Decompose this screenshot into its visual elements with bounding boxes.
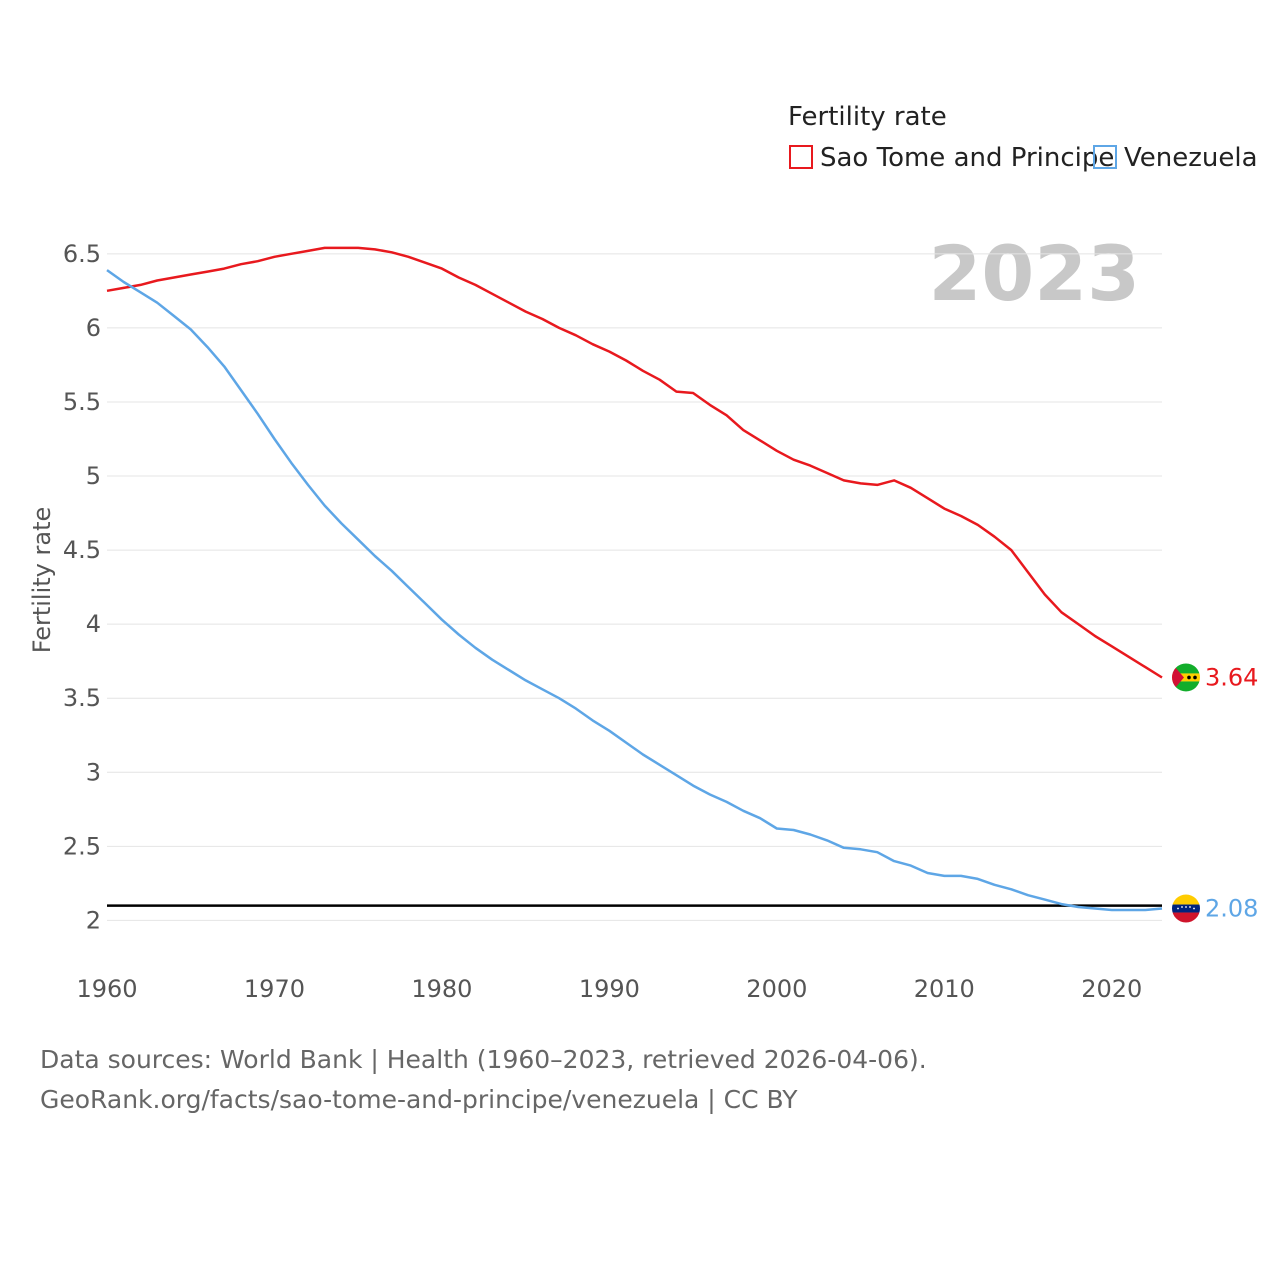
venezuela-flag-icon: [1172, 894, 1200, 923]
legend-label: Venezuela: [1124, 143, 1258, 173]
y-tick-label: 2: [86, 906, 101, 934]
y-tick-label: 6: [86, 314, 101, 342]
footer-link[interactable]: GeoRank.org/facts/sao-tome-and-principe/…: [40, 1085, 798, 1114]
series-line-sao-tome: [106, 246, 1163, 679]
legend-swatch: [1093, 145, 1117, 169]
legend-item-venezuela[interactable]: Venezuela: [1093, 143, 1258, 173]
y-axis-label: Fertility rate: [28, 507, 56, 654]
sao-tome-flag-icon: [1172, 663, 1200, 692]
x-tick-label: 2010: [914, 975, 975, 1003]
x-tick-label: 1970: [244, 975, 305, 1003]
y-tick-label: 3.5: [63, 684, 101, 712]
y-axis-ticks: 2 2.5 3 3.5 4 4.5 5 5.5 6 6.5: [63, 240, 101, 935]
y-tick-label: 2.5: [63, 832, 101, 860]
end-value-sao-tome: 3.64: [1205, 663, 1258, 691]
legend-label: Sao Tome and Principe: [820, 143, 1114, 173]
x-tick-label: 1960: [76, 975, 137, 1003]
series-line-venezuela: [106, 269, 1163, 912]
y-tick-label: 5: [86, 462, 101, 490]
gridlines: [107, 253, 1162, 921]
legend: Fertility rate Sao Tome and Principe Vene…: [788, 102, 1258, 173]
x-axis-ticks: 1960 1970 1980 1990 2000 2010 2020: [76, 975, 1142, 1003]
year-watermark: 2023: [928, 229, 1140, 318]
legend-title: Fertility rate: [788, 102, 947, 132]
footer-sources: Data sources: World Bank | Health (1960–…: [40, 1045, 927, 1074]
y-tick-label: 3: [86, 758, 101, 786]
x-tick-label: 1980: [411, 975, 472, 1003]
x-tick-label: 2020: [1081, 975, 1142, 1003]
y-tick-label: 4.5: [63, 536, 101, 564]
y-tick-label: 4: [86, 610, 101, 638]
legend-swatch: [789, 145, 813, 169]
end-value-venezuela: 2.08: [1205, 895, 1258, 923]
series-group: [106, 246, 1163, 912]
legend-item-sao-tome[interactable]: Sao Tome and Principe: [789, 143, 1114, 173]
end-markers: 3.64 2.08: [1172, 663, 1258, 923]
y-tick-label: 5.5: [63, 388, 101, 416]
y-tick-label: 6.5: [63, 240, 101, 268]
x-tick-label: 1990: [579, 975, 640, 1003]
x-tick-label: 2000: [746, 975, 807, 1003]
